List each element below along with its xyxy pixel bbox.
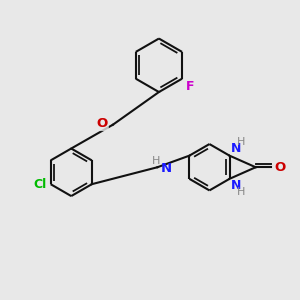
Text: H: H (237, 187, 245, 197)
Text: O: O (96, 117, 107, 130)
Text: H: H (237, 137, 245, 147)
Text: N: N (231, 179, 242, 192)
Text: Cl: Cl (34, 178, 47, 191)
Text: O: O (96, 117, 107, 130)
Text: H: H (152, 156, 160, 166)
Text: N: N (161, 162, 172, 175)
Text: N: N (231, 142, 242, 155)
Text: O: O (274, 161, 285, 174)
Text: F: F (186, 80, 194, 93)
